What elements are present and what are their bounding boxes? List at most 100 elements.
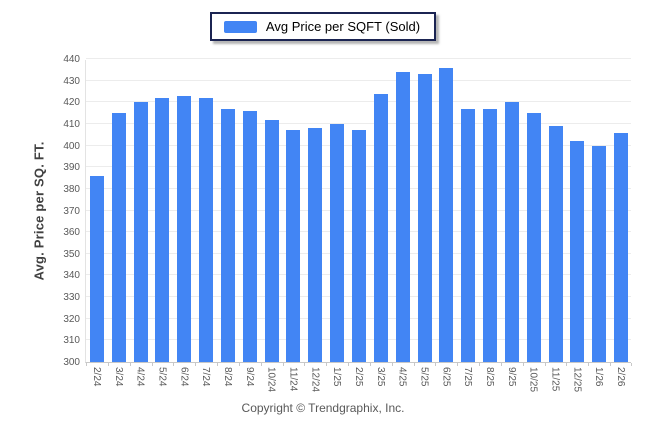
x-tick-label: 1/26 xyxy=(593,367,605,387)
y-tick-label: 360 xyxy=(63,227,80,239)
x-tick-label: 7/24 xyxy=(200,367,212,387)
bar-3/25 xyxy=(373,93,388,362)
x-tick-label: 12/24 xyxy=(309,367,321,393)
bar-4/24 xyxy=(133,102,148,362)
bar-3/24 xyxy=(111,113,126,362)
bar-1/26 xyxy=(592,145,607,362)
x-axis-tick xyxy=(391,363,393,366)
x-axis-tick xyxy=(282,363,284,366)
bar-2/24 xyxy=(89,175,104,362)
x-tick-label: 1/25 xyxy=(331,367,343,387)
x-tick-label: 10/25 xyxy=(527,367,539,393)
x-tick-label: 10/24 xyxy=(265,367,277,393)
bar-8/24 xyxy=(220,108,235,362)
y-tick-label: 350 xyxy=(63,248,80,260)
x-tick-label: 7/25 xyxy=(462,367,474,387)
x-axis-tick xyxy=(238,363,240,366)
x-axis-tick xyxy=(522,363,524,366)
x-axis-tick xyxy=(326,363,328,366)
x-tick-label: 9/24 xyxy=(243,367,255,387)
bar-2/26 xyxy=(614,132,629,362)
x-axis-tick xyxy=(457,363,459,366)
x-tick-label: 2/25 xyxy=(353,367,364,387)
x-axis-tick xyxy=(479,363,481,366)
bar-7/24 xyxy=(199,97,214,362)
x-tick-label: 9/25 xyxy=(505,367,517,387)
x-tick-label: 2/26 xyxy=(615,367,627,387)
y-tick-label: 370 xyxy=(63,205,80,217)
x-tick-label: 11/25 xyxy=(549,367,561,392)
gridline xyxy=(86,79,631,81)
y-axis-tick-labels: 300 310 320 330 340 350 360 370 380 390 400 410 420 4… xyxy=(0,54,80,368)
x-axis-tick xyxy=(304,363,306,366)
x-tick-label: 3/24 xyxy=(112,367,124,387)
x-axis-tick xyxy=(544,363,546,366)
bar-10/25 xyxy=(526,113,541,362)
x-axis-tick xyxy=(413,363,415,366)
y-tick-label: 320 xyxy=(63,313,80,325)
x-axis-tick xyxy=(129,363,131,366)
x-tick-label: 5/24 xyxy=(156,367,168,387)
x-tick-label: 8/24 xyxy=(221,367,233,387)
x-axis-tick xyxy=(86,363,87,366)
x-axis-tick xyxy=(588,363,590,366)
x-axis-tick xyxy=(195,363,197,366)
bar-12/24 xyxy=(308,128,323,362)
y-tick-label: 430 xyxy=(63,75,80,87)
bar-7/25 xyxy=(461,108,476,362)
y-tick-label: 420 xyxy=(63,97,80,109)
x-axis-tick xyxy=(566,363,568,366)
x-tick-label: 6/24 xyxy=(178,367,190,387)
x-tick-label: 5/25 xyxy=(418,367,430,387)
x-tick-label: 3/25 xyxy=(374,367,386,387)
legend-row: Avg Price per SQFT (Sold) xyxy=(0,12,646,41)
y-tick-label: 300 xyxy=(63,357,80,368)
x-tick-label: 12/25 xyxy=(571,367,583,393)
y-tick-label: 410 xyxy=(63,118,80,130)
bar-11/24 xyxy=(286,130,301,362)
x-axis-tick xyxy=(260,363,262,366)
x-axis-tick xyxy=(348,363,350,366)
x-axis-tick xyxy=(369,363,371,366)
x-tick-label: 4/24 xyxy=(134,367,146,387)
bar-5/25 xyxy=(417,74,432,362)
bar-6/24 xyxy=(177,95,192,362)
bar-5/24 xyxy=(155,97,170,362)
y-tick-label: 330 xyxy=(63,292,80,304)
gridline xyxy=(86,58,631,59)
bar-9/25 xyxy=(504,102,519,362)
bar-8/25 xyxy=(483,108,498,362)
bar-1/25 xyxy=(330,123,345,362)
gridline xyxy=(86,101,631,103)
gridline xyxy=(86,122,631,124)
x-axis-tick xyxy=(631,363,632,366)
y-tick-label: 390 xyxy=(63,162,80,174)
y-tick-label: 380 xyxy=(63,183,80,195)
copyright-text: Copyright © Trendgraphix, Inc. xyxy=(241,401,405,415)
x-tick-label: 6/25 xyxy=(440,367,452,387)
legend-box: Avg Price per SQFT (Sold) xyxy=(209,12,437,41)
x-tick-label: 8/25 xyxy=(484,367,496,387)
x-tick-label: 4/25 xyxy=(396,367,408,387)
x-axis-tick-labels: 2/24 3/24 4/24 5/24 6/24 7/24 8/24 9/24 10/24 11/… xyxy=(85,367,631,401)
bar-9/24 xyxy=(242,110,257,362)
x-tick-label: 11/24 xyxy=(287,367,299,392)
x-axis-tick xyxy=(610,363,612,366)
bar-11/25 xyxy=(548,126,563,362)
x-axis-tick xyxy=(173,363,175,366)
y-tick-label: 340 xyxy=(63,270,80,282)
x-axis-tick xyxy=(107,363,109,366)
bar-2/25 xyxy=(352,130,366,362)
bar-12/25 xyxy=(570,141,585,362)
legend-swatch-icon xyxy=(223,20,257,33)
bar-4/25 xyxy=(395,72,410,362)
x-axis-tick xyxy=(151,363,153,366)
y-tick-label: 310 xyxy=(63,335,80,347)
plot-area xyxy=(85,58,632,366)
x-tick-label: 2/24 xyxy=(90,367,102,387)
x-axis-tick xyxy=(217,363,219,366)
x-axis-tick xyxy=(500,363,502,366)
x-axis-tick xyxy=(435,363,437,366)
